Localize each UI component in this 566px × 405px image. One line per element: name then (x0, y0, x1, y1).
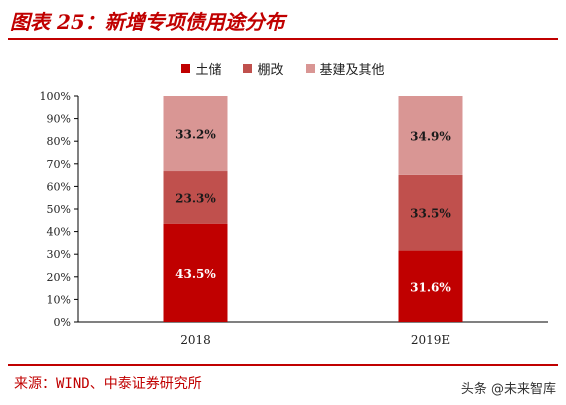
data-label: 33.5% (410, 207, 451, 221)
bar-segment (398, 174, 463, 251)
y-tick-label: 20% (47, 271, 71, 284)
x-tick-label: 2019E (411, 333, 450, 347)
y-tick-label: 30% (47, 248, 71, 261)
bar-segment (163, 223, 228, 322)
legend-swatch-shanty (243, 63, 253, 73)
source-divider (8, 364, 558, 366)
legend-label-land: 土储 (195, 62, 222, 78)
watermark: 头条 @未来智库 (461, 378, 556, 397)
y-tick-label: 70% (47, 158, 71, 171)
y-tick-label: 100% (40, 90, 71, 103)
data-label: 23.3% (175, 191, 216, 205)
legend-swatch-land (181, 63, 191, 73)
figure-title: 图表 25：新增专项债用途分布 (10, 10, 285, 34)
watermark-text: 头条 @未来智库 (460, 382, 556, 397)
source-note: 来源：WIND、中泰证券研究所 (14, 376, 202, 392)
bar-segment (163, 96, 228, 172)
y-tick-label: 50% (47, 203, 71, 216)
y-tick-label: 0% (54, 316, 71, 329)
y-tick-label: 80% (47, 135, 71, 148)
y-tick-label: 60% (47, 180, 71, 193)
legend-label-shanty: 棚改 (257, 62, 284, 78)
data-label: 33.2% (175, 128, 216, 142)
legend-item-land: 土储 (181, 60, 222, 78)
chart-legend: 土储 棚改 基建及其他 (0, 60, 566, 78)
bar-segment (398, 250, 463, 322)
y-tick-label: 40% (47, 226, 71, 239)
legend-swatch-infra (305, 63, 315, 73)
legend-item-shanty: 棚改 (243, 60, 284, 78)
bar-segment (398, 96, 463, 175)
y-tick-label: 10% (47, 293, 71, 306)
bar-segment (163, 171, 228, 224)
data-label: 34.9% (410, 129, 451, 143)
title-divider (8, 38, 558, 40)
x-tick-label: 2018 (180, 333, 211, 347)
y-tick-label: 90% (47, 113, 71, 126)
legend-item-infra: 基建及其他 (305, 60, 385, 78)
data-label: 43.5% (175, 267, 216, 281)
data-label: 31.6% (410, 280, 451, 294)
legend-label-infra: 基建及其他 (319, 62, 385, 78)
